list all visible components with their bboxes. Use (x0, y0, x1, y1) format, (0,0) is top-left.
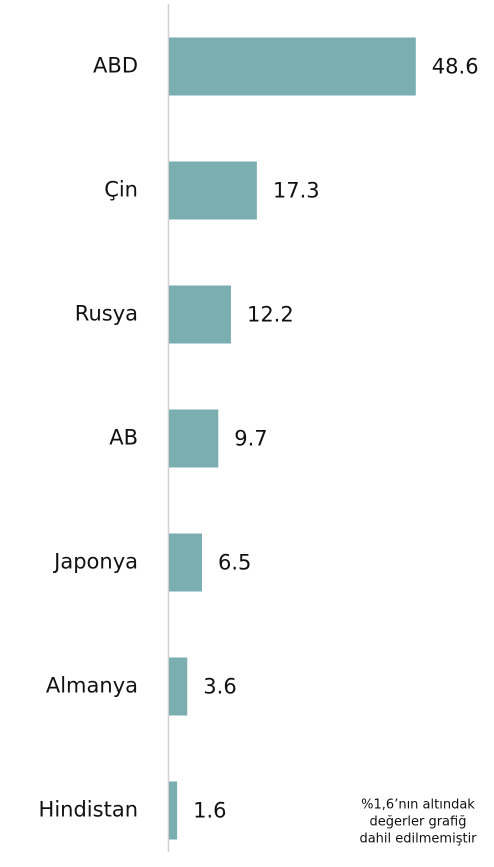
category-label: AB (109, 426, 138, 450)
value-label: 6.5 (218, 551, 251, 575)
bar (169, 37, 416, 96)
bar (169, 657, 188, 716)
value-label: 9.7 (234, 427, 267, 451)
category-label: Rusya (75, 302, 138, 326)
value-label: 48.6 (432, 55, 479, 79)
category-label: Japonya (52, 550, 138, 574)
bar (169, 781, 178, 840)
category-label: Hindistan (39, 798, 138, 822)
note: dahil edilmemiştir (359, 832, 477, 847)
value-label: 12.2 (247, 303, 294, 327)
category-label: Çin (104, 178, 138, 202)
value-label: 17.3 (273, 179, 320, 203)
bar (169, 161, 257, 220)
category-label: Almanya (46, 674, 138, 698)
value-label: 1.6 (193, 799, 226, 823)
category-label: ABD (93, 54, 138, 78)
note: %1,6’nın altındak (361, 798, 475, 813)
bar (169, 409, 219, 468)
bar (169, 533, 203, 592)
bar (169, 285, 231, 344)
note: değerler grafiğ (370, 815, 467, 830)
value-label: 3.6 (203, 675, 236, 699)
